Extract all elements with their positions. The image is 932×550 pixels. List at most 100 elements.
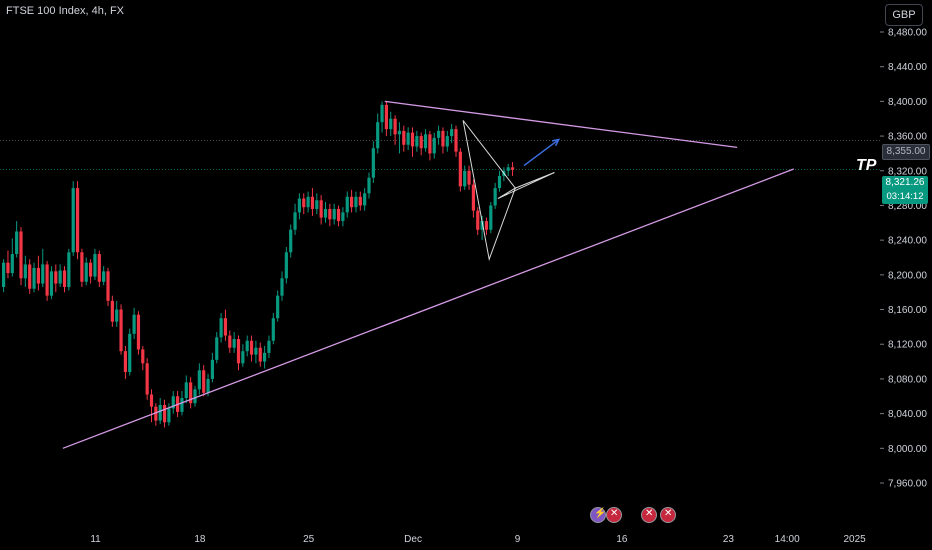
candle[interactable] [463,165,467,190]
candle[interactable] [84,257,88,286]
candle[interactable] [267,335,271,359]
price-axis[interactable]: 7,960.00 8,000.00 8,040.00 8,080.00 8,120.00… [880,28,927,490]
candle[interactable] [149,389,154,423]
candle[interactable] [341,207,345,227]
candle[interactable] [410,127,415,157]
candle[interactable] [136,311,141,355]
candle[interactable] [254,340,258,364]
candle[interactable] [393,115,397,145]
candle[interactable] [210,352,214,383]
candle[interactable] [232,332,236,353]
candle[interactable] [49,266,54,300]
candle[interactable] [228,330,232,353]
candle[interactable] [75,181,80,260]
candle[interactable] [93,248,97,281]
candle[interactable] [6,250,10,279]
candle[interactable] [119,304,123,355]
currency-button[interactable]: GBP [885,4,923,26]
candle[interactable] [376,113,380,154]
candle[interactable] [145,358,149,400]
candle[interactable] [197,363,201,395]
candle[interactable] [215,332,219,364]
candle[interactable] [219,313,223,343]
candle[interactable] [406,127,410,150]
candle[interactable] [45,260,49,301]
candle[interactable] [276,290,280,322]
candle[interactable] [2,259,6,293]
candle[interactable] [467,165,471,190]
candle[interactable] [484,217,489,235]
candle[interactable] [110,295,114,327]
candle[interactable] [293,203,297,235]
candle[interactable] [415,130,419,152]
candle[interactable] [154,403,158,426]
candle[interactable] [493,182,497,209]
candle[interactable] [80,248,84,287]
candle[interactable] [284,247,288,284]
candle[interactable] [289,224,293,258]
candle[interactable] [271,313,275,345]
uk-flag-icon[interactable] [641,507,657,523]
candle[interactable] [58,264,62,287]
uk-flag-icon[interactable] [660,507,676,523]
candle[interactable] [384,101,388,137]
candle[interactable] [336,205,341,227]
candle[interactable] [350,189,354,213]
candle[interactable] [510,162,515,176]
candle[interactable] [245,335,249,357]
projection-arrow[interactable] [523,138,560,167]
candle[interactable] [223,309,228,341]
candle[interactable] [184,375,188,404]
candle[interactable] [328,203,332,227]
candle[interactable] [358,191,362,211]
flash-icon[interactable] [590,507,606,523]
candle[interactable] [71,181,75,256]
candle[interactable] [258,342,262,367]
candle[interactable] [380,101,384,133]
candle[interactable] [323,201,328,223]
candle[interactable] [345,191,349,218]
candle[interactable] [297,193,301,220]
candle[interactable] [432,132,436,159]
candle[interactable] [397,122,402,154]
candle[interactable] [89,259,93,284]
candle[interactable] [497,170,502,192]
trendline[interactable] [62,168,794,449]
candlestick-series[interactable] [2,101,515,428]
candle[interactable] [236,335,241,371]
candle[interactable] [36,255,40,291]
candle[interactable] [489,201,493,234]
candle[interactable] [32,262,36,293]
candle[interactable] [450,123,454,144]
candle[interactable] [423,129,428,152]
candle[interactable] [171,391,175,414]
drawing-tools[interactable] [62,100,794,449]
candle[interactable] [141,345,145,371]
candle[interactable] [54,264,58,293]
candle[interactable] [476,207,480,235]
candle[interactable] [419,132,423,156]
candle[interactable] [102,266,106,286]
trendline[interactable] [384,100,738,148]
time-axis[interactable]: 11 18 25 Dec 9 16 23 14:00 2025 [90,534,866,545]
candle[interactable] [310,188,315,216]
candle[interactable] [354,191,358,213]
candle[interactable] [15,221,19,258]
candle[interactable] [428,130,432,161]
candle[interactable] [315,193,319,215]
candle[interactable] [471,179,475,218]
candle[interactable] [332,203,336,225]
candle[interactable] [189,377,193,409]
uk-flag-icon[interactable] [606,507,622,523]
candle[interactable] [41,248,45,287]
candle[interactable] [115,300,119,327]
candle[interactable] [123,345,127,379]
triangle-pattern[interactable] [462,120,516,262]
candle[interactable] [241,344,245,367]
candle[interactable] [371,141,375,183]
candle[interactable] [128,328,132,376]
candle[interactable] [263,345,267,369]
candle[interactable] [437,125,441,145]
candle[interactable] [19,227,23,286]
candle[interactable] [249,335,254,362]
